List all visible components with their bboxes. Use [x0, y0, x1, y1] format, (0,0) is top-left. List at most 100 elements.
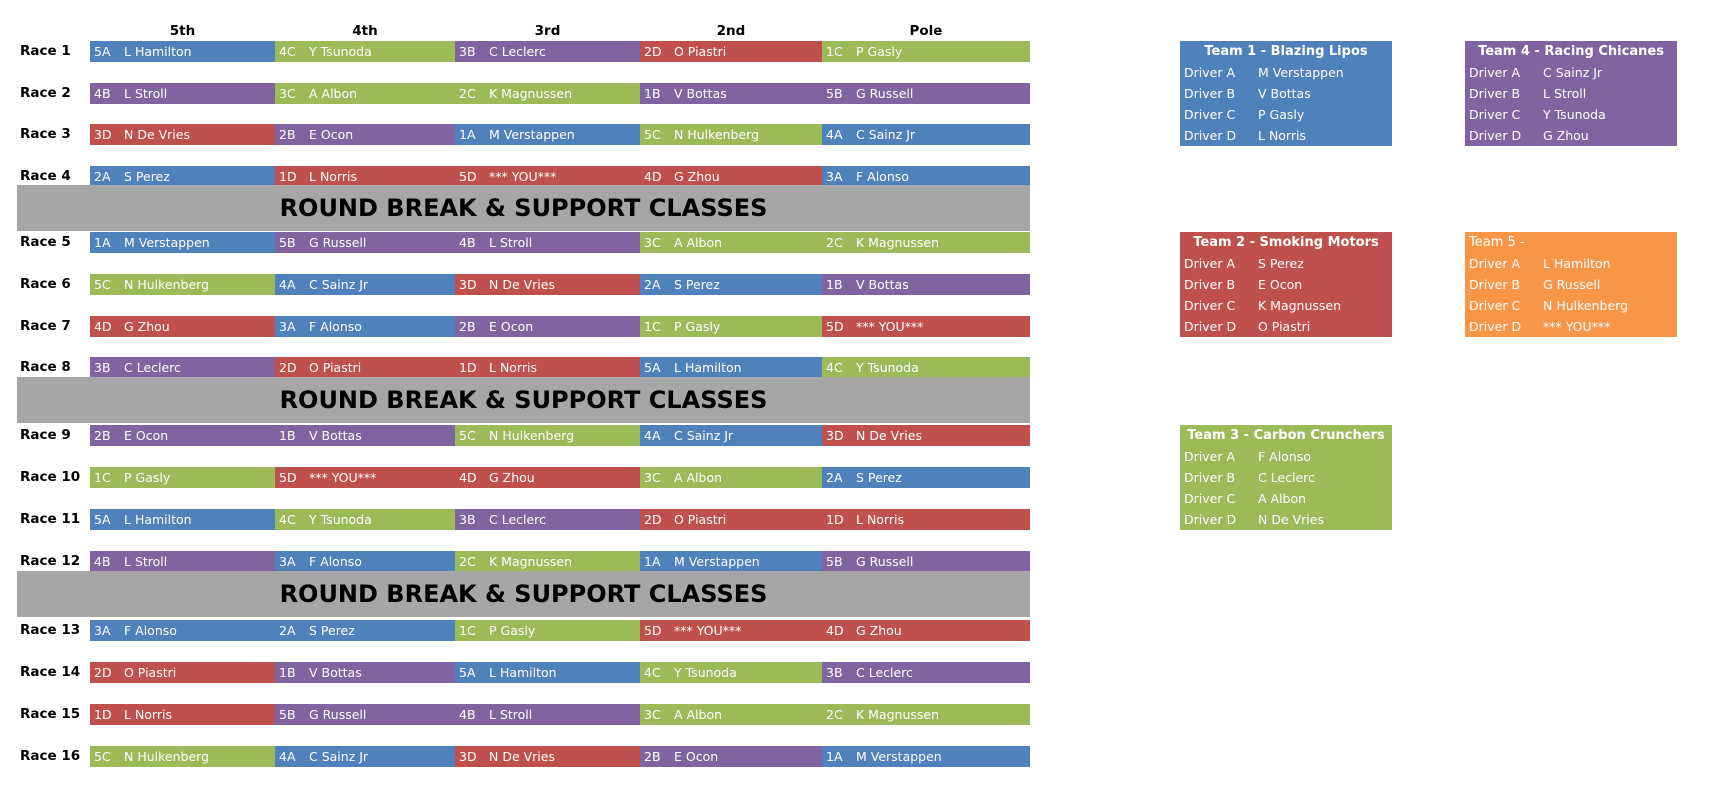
slot-code: 4B [94, 554, 111, 569]
column-header-4th: 4th [352, 23, 378, 39]
driver-slot-label: Driver B [1184, 86, 1236, 101]
grid-cell[interactable]: 4B L Stroll [455, 232, 640, 253]
grid-cell[interactable]: 5B G Russell [275, 704, 455, 725]
grid-cell[interactable]: 3C A Albon [640, 232, 822, 253]
grid-cell[interactable]: 5C N Hulkenberg [455, 425, 640, 446]
grid-cell[interactable]: 1B V Bottas [275, 662, 455, 683]
grid-cell[interactable]: 2D O Piastri [90, 662, 275, 683]
driver-name: S Perez [856, 470, 902, 485]
grid-cell[interactable]: 4A C Sainz Jr [640, 425, 822, 446]
grid-cell[interactable]: 5C N Hulkenberg [640, 124, 822, 145]
grid-cell[interactable]: 5A L Hamilton [90, 41, 275, 62]
grid-cell[interactable]: 3C A Albon [640, 704, 822, 725]
grid-cell[interactable]: 4C Y Tsunoda [275, 41, 455, 62]
grid-cell[interactable]: 3B C Leclerc [455, 41, 640, 62]
grid-cell[interactable]: 4D G Zhou [455, 467, 640, 488]
grid-cell[interactable]: 3A F Alonso [822, 166, 1030, 187]
grid-cell[interactable]: 4B L Stroll [90, 83, 275, 104]
team-name: Team 3 - Carbon Crunchers [1187, 428, 1385, 443]
driver-slot-label: Driver B [1469, 277, 1521, 292]
grid-cell[interactable]: 2A S Perez [275, 620, 455, 641]
driver-name: E Ocon [309, 127, 354, 142]
grid-cell[interactable]: 1C P Gasly [90, 467, 275, 488]
grid-cell[interactable]: 1D L Norris [822, 509, 1030, 530]
grid-cell[interactable]: 1C P Gasly [640, 316, 822, 337]
grid-cell[interactable]: 2A S Perez [822, 467, 1030, 488]
grid-cell[interactable]: 3A F Alonso [275, 316, 455, 337]
grid-cell[interactable]: 2B E Ocon [90, 425, 275, 446]
grid-cell[interactable]: 3B C Leclerc [90, 357, 275, 378]
grid-cell[interactable]: 1A M Verstappen [455, 124, 640, 145]
grid-cell[interactable]: 1C P Gasly [822, 41, 1030, 62]
grid-cell[interactable]: 1D L Norris [455, 357, 640, 378]
grid-cell[interactable]: 4A C Sainz Jr [822, 124, 1030, 145]
slot-code: 1A [826, 749, 843, 764]
grid-cell[interactable]: 5C N Hulkenberg [90, 746, 275, 767]
grid-cell[interactable]: 5A L Hamilton [640, 357, 822, 378]
grid-cell[interactable]: 5D *** YOU*** [640, 620, 822, 641]
driver-name: S Perez [1258, 256, 1304, 271]
grid-cell[interactable]: 5C N Hulkenberg [90, 274, 275, 295]
driver-name: F Alonso [309, 319, 362, 334]
grid-cell[interactable]: 3D N De Vries [455, 746, 640, 767]
grid-cell[interactable]: 5B G Russell [275, 232, 455, 253]
grid-cell[interactable]: 4B L Stroll [90, 551, 275, 572]
grid-cell[interactable]: 1B V Bottas [822, 274, 1030, 295]
grid-cell[interactable]: 4C Y Tsunoda [822, 357, 1030, 378]
grid-cell[interactable]: 5D *** YOU*** [822, 316, 1030, 337]
grid-cell[interactable]: 1D L Norris [275, 166, 455, 187]
grid-cell[interactable]: 4B L Stroll [455, 704, 640, 725]
driver-slot-label: Driver D [1184, 128, 1237, 143]
grid-cell[interactable]: 1A M Verstappen [90, 232, 275, 253]
grid-cell[interactable]: 4C Y Tsunoda [275, 509, 455, 530]
grid-cell[interactable]: 2B E Ocon [455, 316, 640, 337]
grid-cell[interactable]: 2C K Magnussen [455, 83, 640, 104]
grid-cell[interactable]: 2D O Piastri [640, 41, 822, 62]
driver-name: E Ocon [124, 428, 169, 443]
driver-name: P Gasly [856, 44, 903, 59]
grid-cell[interactable]: 3C A Albon [640, 467, 822, 488]
grid-cell[interactable]: 3B C Leclerc [822, 662, 1030, 683]
team-panel-3: Team 3 - Carbon Crunchers Driver A F Alons… [1180, 425, 1392, 530]
grid-cell[interactable]: 5B G Russell [822, 551, 1030, 572]
slot-code: 5C [459, 428, 476, 443]
team-driver-row: Driver C P Gasly [1180, 104, 1392, 125]
grid-cell[interactable]: 2A S Perez [640, 274, 822, 295]
grid-cell[interactable]: 3D N De Vries [822, 425, 1030, 446]
grid-cell[interactable]: 2A S Perez [90, 166, 275, 187]
grid-cell[interactable]: 2C K Magnussen [822, 232, 1030, 253]
grid-cell[interactable]: 4D G Zhou [822, 620, 1030, 641]
grid-cell[interactable]: 1A M Verstappen [640, 551, 822, 572]
grid-cell[interactable]: 2D O Piastri [275, 357, 455, 378]
grid-cell[interactable]: 1B V Bottas [275, 425, 455, 446]
grid-cell[interactable]: 4D G Zhou [90, 316, 275, 337]
grid-cell[interactable]: 4C Y Tsunoda [640, 662, 822, 683]
grid-cell[interactable]: 1C P Gasly [455, 620, 640, 641]
grid-cell[interactable]: 5D *** YOU*** [455, 166, 640, 187]
grid-cell[interactable]: 2B E Ocon [275, 124, 455, 145]
driver-slot-label: Driver A [1469, 65, 1520, 80]
grid-cell[interactable]: 2D O Piastri [640, 509, 822, 530]
grid-cell[interactable]: 1B V Bottas [640, 83, 822, 104]
grid-cell[interactable]: 5D *** YOU*** [275, 467, 455, 488]
grid-cell[interactable]: 3B C Leclerc [455, 509, 640, 530]
grid-cell[interactable]: 3A F Alonso [275, 551, 455, 572]
grid-cell[interactable]: 4A C Sainz Jr [275, 746, 455, 767]
grid-cell[interactable]: 5A L Hamilton [455, 662, 640, 683]
grid-cell[interactable]: 5A L Hamilton [90, 509, 275, 530]
slot-code: 5A [459, 665, 476, 680]
grid-cell[interactable]: 4A C Sainz Jr [275, 274, 455, 295]
grid-cell[interactable]: 1D L Norris [90, 704, 275, 725]
grid-cell[interactable]: 5B G Russell [822, 83, 1030, 104]
grid-cell[interactable]: 1A M Verstappen [822, 746, 1030, 767]
grid-cell[interactable]: 3D N De Vries [90, 124, 275, 145]
slot-code: 4C [279, 512, 296, 527]
grid-cell[interactable]: 3A F Alonso [90, 620, 275, 641]
grid-cell[interactable]: 2C K Magnussen [455, 551, 640, 572]
grid-cell[interactable]: 3C A Albon [275, 83, 455, 104]
grid-cell[interactable]: 4D G Zhou [640, 166, 822, 187]
grid-cell[interactable]: 2B E Ocon [640, 746, 822, 767]
grid-cell[interactable]: 3D N De Vries [455, 274, 640, 295]
grid-cell[interactable]: 2C K Magnussen [822, 704, 1030, 725]
